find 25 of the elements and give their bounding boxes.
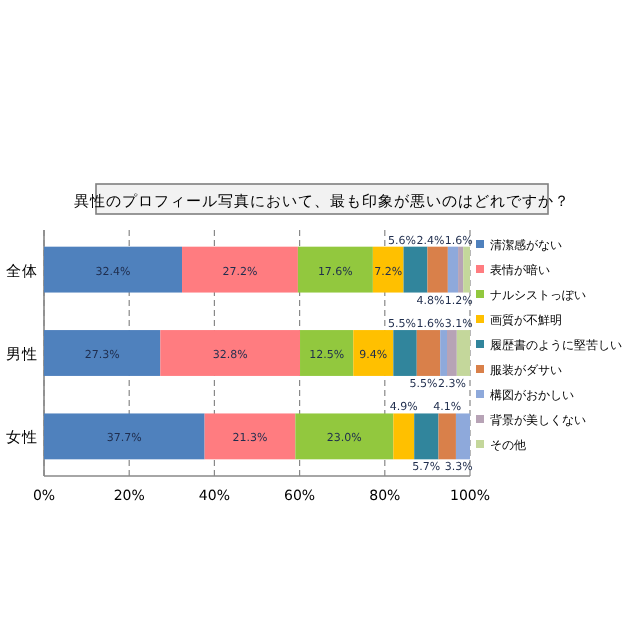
bar <box>414 413 439 460</box>
bar <box>44 330 161 376</box>
bar <box>440 330 447 376</box>
bar <box>295 413 394 460</box>
bar <box>455 413 470 460</box>
bar <box>204 413 296 460</box>
bar <box>300 330 354 376</box>
bar <box>182 246 298 293</box>
bar <box>353 330 394 376</box>
bar <box>427 246 448 293</box>
bar <box>463 246 470 293</box>
bar <box>393 330 417 376</box>
bar <box>447 330 457 376</box>
bar <box>416 330 441 376</box>
bar <box>456 330 470 376</box>
bar <box>372 246 404 293</box>
bar <box>44 413 205 460</box>
bar <box>297 246 373 293</box>
bar <box>438 413 456 460</box>
bar <box>458 246 464 293</box>
bar <box>447 246 459 293</box>
bar <box>160 330 301 376</box>
bar <box>393 413 415 460</box>
bar <box>403 246 428 293</box>
bar <box>44 246 183 293</box>
